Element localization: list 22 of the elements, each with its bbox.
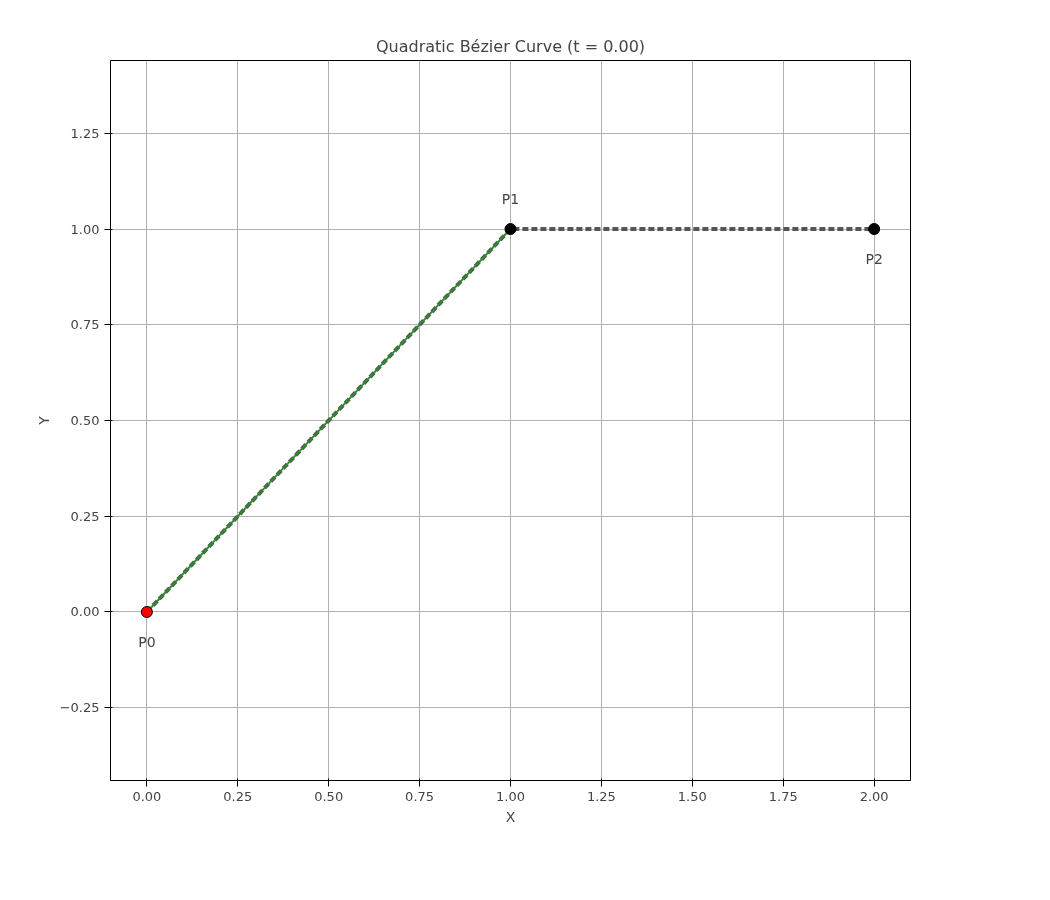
y-tick-label: 1.25 [70,125,100,141]
x-tick-label: 0.75 [405,788,435,804]
y-tick-label: 0.25 [70,508,100,524]
x-tick-label: 1.75 [768,788,798,804]
y-tick-label: 0.00 [70,604,100,620]
x-tick-label: 1.25 [586,788,616,804]
y-axis-title: Y [35,415,52,426]
annotation: P0 [138,633,156,650]
x-tick-label: 2.00 [859,788,889,804]
x-tick-label: 0.25 [223,788,253,804]
x-tick-label: 0.50 [314,788,344,804]
x-tick-label: 0.00 [132,788,162,804]
y-tick-label: −0.25 [59,700,100,716]
y-tick-label: 0.50 [70,413,100,428]
x-tick-label: 1.50 [677,788,707,804]
annotation: P1 [501,191,520,208]
y-tick-label: 0.75 [70,317,100,333]
x-tick-label: 1.00 [496,788,525,804]
annotation: P2 [865,251,883,268]
y-tick-label: 1.00 [70,221,100,237]
x-axis-title: X [505,808,516,825]
chart-title: Quadratic Bézier Curve (t = 0.00) [375,36,646,56]
